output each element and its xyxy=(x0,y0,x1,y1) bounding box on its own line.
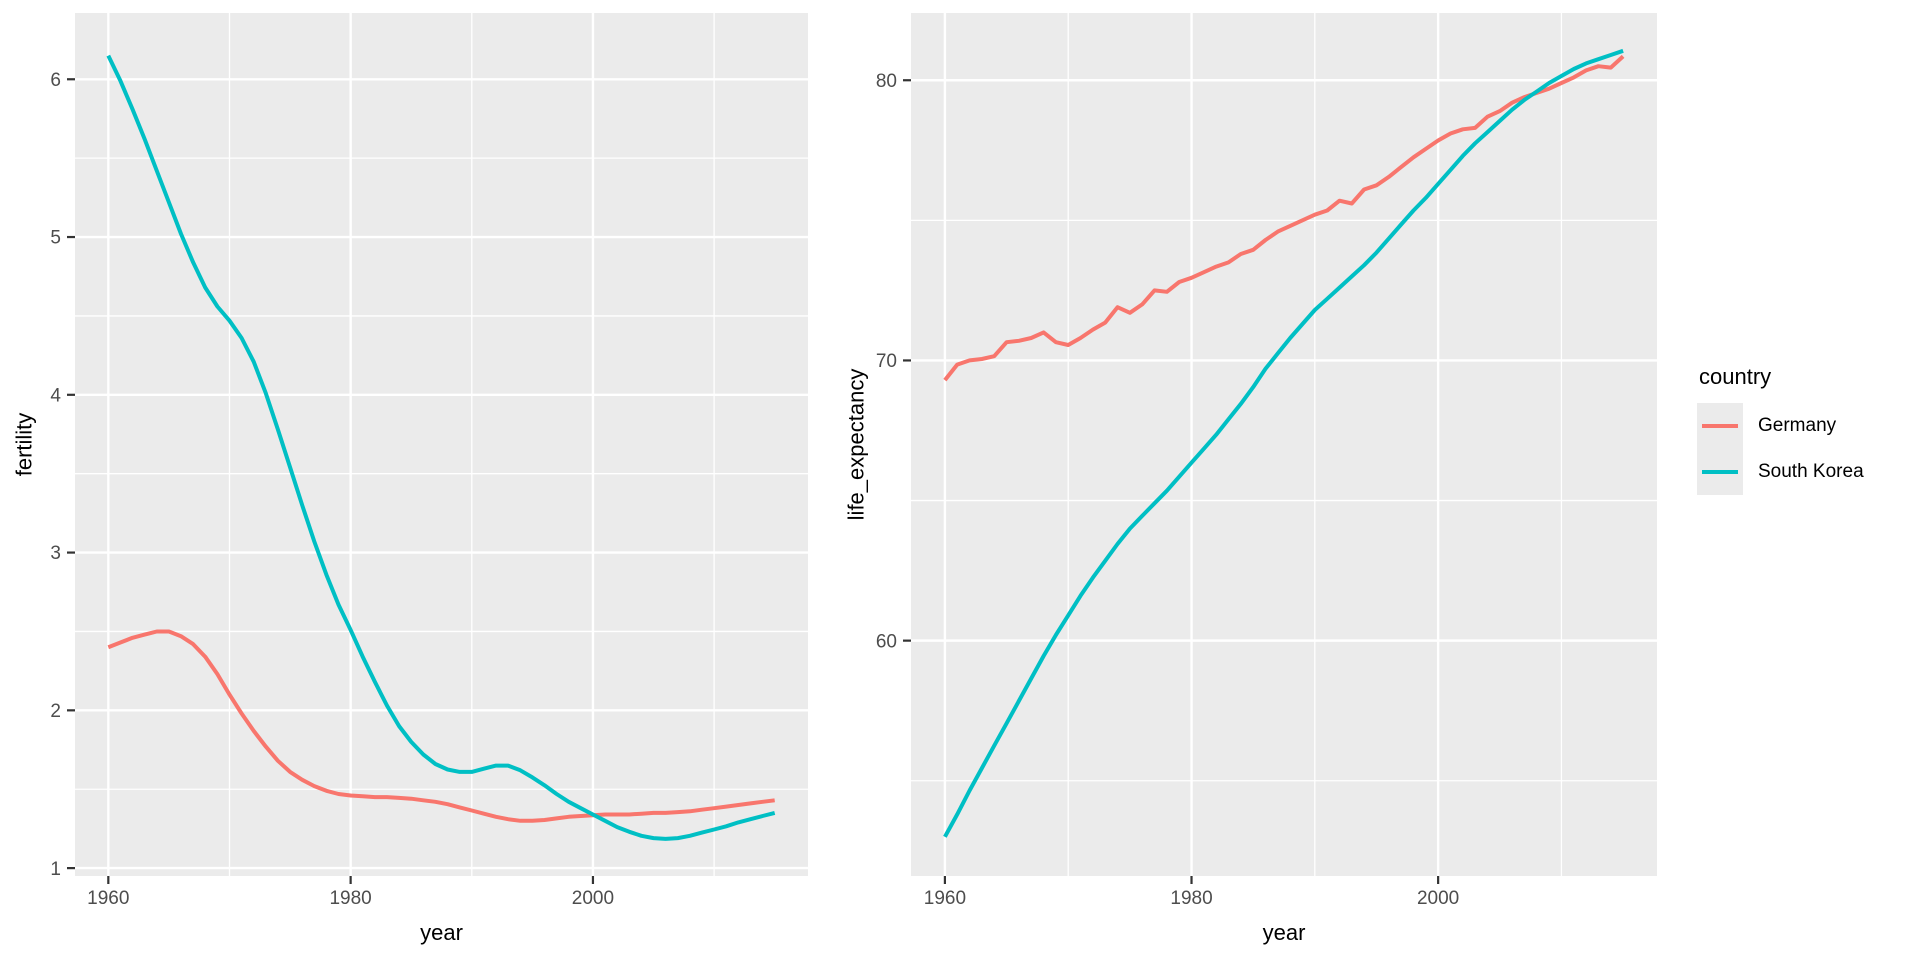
x-tick-label: 2000 xyxy=(572,888,614,909)
y-axis-title: life_expectancy xyxy=(844,369,869,521)
legend-label-south-korea: South Korea xyxy=(1758,461,1864,482)
y-tick-label: 4 xyxy=(50,385,61,406)
axes: 1960 1980 2000 60 70 80 xyxy=(876,71,1459,909)
grid xyxy=(911,13,1657,876)
y-tick-label: 1 xyxy=(50,859,61,880)
fertility-panel: 1960 1980 2000 1 2 3 4 5 6 year fertility xyxy=(12,13,808,945)
legend-key-germany-icon xyxy=(1697,403,1743,449)
legend-key-south-korea-icon xyxy=(1697,449,1743,495)
south-korea-life-expectancy-line xyxy=(943,48,1624,838)
grid xyxy=(75,13,808,876)
x-tick-label: 2000 xyxy=(1417,888,1459,909)
y-tick-label: 70 xyxy=(876,351,897,372)
legend-title: country xyxy=(1699,364,1772,389)
y-axis-title: fertility xyxy=(12,413,37,477)
germany-fertility-line xyxy=(107,629,775,823)
south-korea-fertility-line xyxy=(106,54,776,841)
y-tick-label: 6 xyxy=(50,70,61,91)
life-expectancy-panel: 1960 1980 2000 60 70 80 year life_expectancy xyxy=(844,13,1657,945)
x-tick-label: 1980 xyxy=(1170,888,1212,909)
legend: country Germany South Korea xyxy=(1697,366,1864,495)
y-tick-label: 2 xyxy=(50,701,61,722)
axes: 1960 1980 2000 1 2 3 4 5 6 xyxy=(50,70,614,909)
y-tick-label: 3 xyxy=(50,543,61,564)
south-korea-line-swatch-icon xyxy=(1702,470,1738,474)
legend-item-germany: Germany xyxy=(1697,403,1864,449)
x-tick-label: 1960 xyxy=(924,888,966,909)
x-axis-title: year xyxy=(420,920,463,945)
y-tick-label: 5 xyxy=(50,228,61,249)
x-tick-label: 1960 xyxy=(87,888,129,909)
y-tick-label: 80 xyxy=(876,71,897,92)
germany-life-expectancy-line xyxy=(943,54,1625,382)
x-tick-label: 1980 xyxy=(329,888,371,909)
panel-background xyxy=(75,13,808,876)
panel-background xyxy=(911,13,1657,876)
x-axis-title: year xyxy=(1263,920,1306,945)
y-tick-label: 60 xyxy=(876,631,897,652)
legend-item-south-korea: South Korea xyxy=(1697,449,1864,495)
legend-label-germany: Germany xyxy=(1758,415,1837,436)
germany-line-swatch-icon xyxy=(1702,424,1738,428)
